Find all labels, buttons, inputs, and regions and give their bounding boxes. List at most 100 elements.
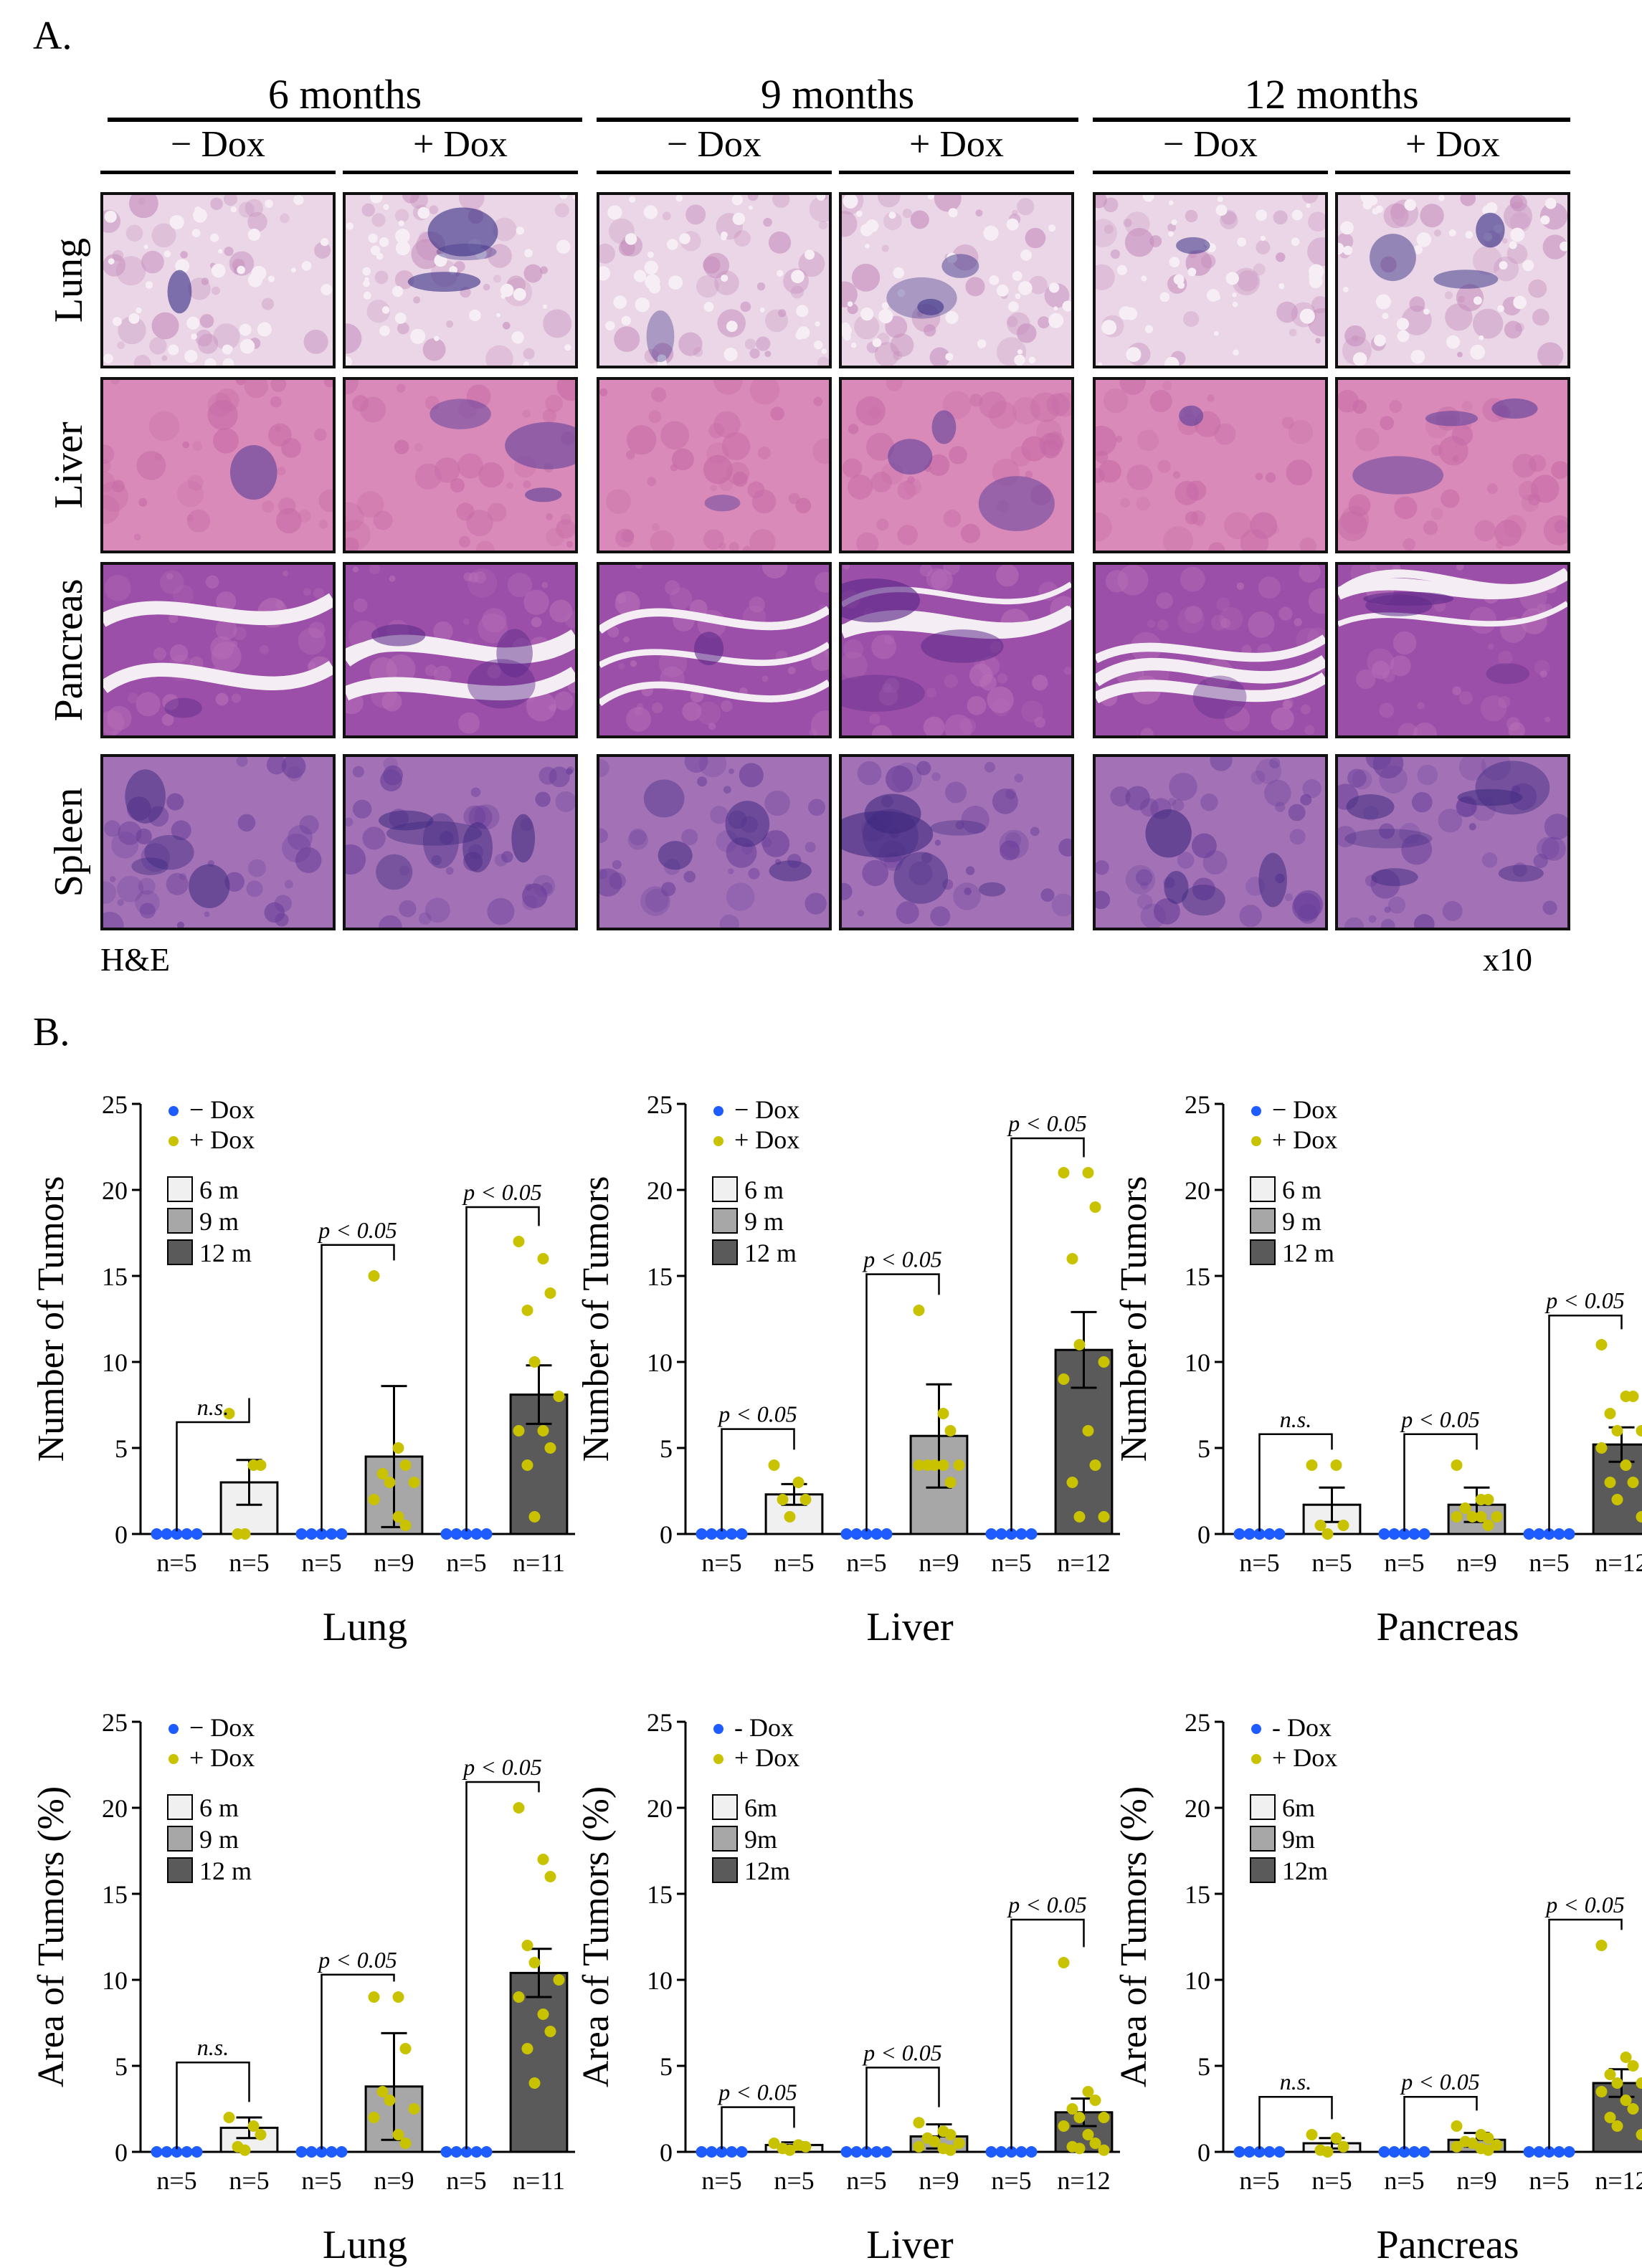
legend-label: − Dox xyxy=(189,1095,255,1124)
histology-image xyxy=(343,754,578,930)
data-point xyxy=(1451,2140,1463,2153)
data-point xyxy=(913,1459,925,1471)
data-point xyxy=(1595,1442,1608,1454)
data-point xyxy=(1553,2146,1565,2158)
data-point xyxy=(223,2112,235,2123)
data-point xyxy=(399,2043,412,2054)
data-point xyxy=(247,2120,260,2132)
y-axis-label: Number of Tumors xyxy=(1114,1176,1154,1462)
data-point xyxy=(840,1528,853,1540)
group-title: 12 months xyxy=(1244,71,1419,118)
data-point xyxy=(1604,1408,1616,1419)
row-label: Pancreas xyxy=(47,578,91,722)
data-point xyxy=(1306,2129,1318,2140)
data-point xyxy=(460,1528,473,1540)
data-point xyxy=(1082,1167,1094,1178)
data-point xyxy=(953,2138,965,2149)
data-point xyxy=(1082,2086,1094,2097)
condition-underline xyxy=(1335,171,1570,174)
data-point xyxy=(161,1528,173,1540)
data-point xyxy=(521,1940,533,1951)
y-tick-label: 10 xyxy=(102,1966,128,1995)
data-point xyxy=(1482,1520,1494,1531)
data-point xyxy=(171,1528,183,1540)
data-point xyxy=(399,1520,412,1531)
y-tick-label: 0 xyxy=(660,1520,673,1549)
data-point xyxy=(161,2146,173,2158)
category-label: n=9 xyxy=(374,2166,414,2195)
y-tick-label: 25 xyxy=(647,1708,673,1737)
data-point xyxy=(553,1974,565,1986)
data-point xyxy=(1627,1391,1639,1402)
legend-swatch xyxy=(1250,1239,1276,1265)
data-point xyxy=(1636,1425,1642,1436)
data-point xyxy=(1636,1511,1642,1523)
data-point xyxy=(1398,2146,1410,2158)
significance-bracket xyxy=(1548,1314,1623,1532)
data-point xyxy=(1595,1339,1608,1350)
data-point xyxy=(944,2144,957,2156)
legend-label: − Dox xyxy=(734,1095,799,1124)
legend-label: - Dox xyxy=(734,1713,794,1742)
bar xyxy=(1592,1443,1642,1535)
legend-label: 6m xyxy=(1282,1793,1315,1822)
significance-bracket xyxy=(176,2061,250,2150)
data-point xyxy=(1543,2146,1555,2158)
legend-label: 12 m xyxy=(199,1239,252,1267)
legend-marker xyxy=(169,1136,179,1146)
category-label: n=9 xyxy=(1456,2166,1496,2195)
data-point xyxy=(870,1528,883,1540)
data-point xyxy=(860,2146,873,2158)
x-axis-label: Lung xyxy=(323,2223,407,2267)
data-point xyxy=(480,2146,493,2158)
significance-bracket xyxy=(721,1428,795,1532)
data-point xyxy=(1611,2120,1623,2132)
data-point xyxy=(521,1305,533,1316)
significance-bracket xyxy=(176,1398,250,1532)
data-point xyxy=(255,2129,267,2140)
y-tick-label: 20 xyxy=(647,1794,673,1823)
data-point xyxy=(850,1528,863,1540)
data-point xyxy=(239,2144,251,2156)
data-point xyxy=(1058,2120,1070,2132)
data-point xyxy=(1604,1477,1616,1488)
significance-label: p < 0.05 xyxy=(1544,1287,1625,1313)
data-point xyxy=(1408,1528,1420,1540)
category-label: n=5 xyxy=(1529,2166,1569,2195)
data-point xyxy=(953,1459,965,1471)
data-point xyxy=(937,1459,949,1471)
data-point xyxy=(460,2146,473,2158)
y-axis-label: Area of Tumors (%) xyxy=(576,1786,617,2087)
data-point xyxy=(1337,1520,1349,1531)
y-tick-label: 15 xyxy=(102,1262,128,1291)
data-point xyxy=(696,2146,708,2158)
data-point xyxy=(1620,2095,1632,2106)
data-point xyxy=(1451,1459,1463,1471)
data-point xyxy=(1082,1425,1094,1436)
legend-swatch xyxy=(712,1239,738,1265)
category-label: n=5 xyxy=(846,2166,886,2195)
x-axis-label: Pancreas xyxy=(1376,2223,1519,2267)
y-axis-label: Number of Tumors xyxy=(576,1176,617,1462)
legend-label: − Dox xyxy=(1272,1095,1337,1124)
category-label: n=9 xyxy=(919,1548,959,1577)
significance-label: p < 0.05 xyxy=(1007,1892,1087,1917)
data-point xyxy=(1098,1511,1110,1523)
category-label: n=5 xyxy=(1239,1548,1279,1577)
histology-image xyxy=(1335,377,1570,553)
legend-swatch xyxy=(1250,1208,1276,1234)
data-point xyxy=(1563,2146,1575,2158)
legend-swatch xyxy=(712,1794,738,1820)
data-point xyxy=(171,2146,183,2158)
data-point xyxy=(1058,1373,1070,1385)
condition-title: + Dox xyxy=(909,124,1004,165)
data-point xyxy=(1533,2146,1545,2158)
data-point xyxy=(792,1477,805,1488)
data-point xyxy=(1273,1528,1286,1540)
data-point xyxy=(1466,1511,1479,1523)
data-point xyxy=(544,2026,556,2037)
significance-bracket xyxy=(321,1973,395,2150)
histology-image xyxy=(100,377,336,553)
histology-image xyxy=(1335,754,1570,930)
category-label: n=9 xyxy=(374,1548,414,1577)
